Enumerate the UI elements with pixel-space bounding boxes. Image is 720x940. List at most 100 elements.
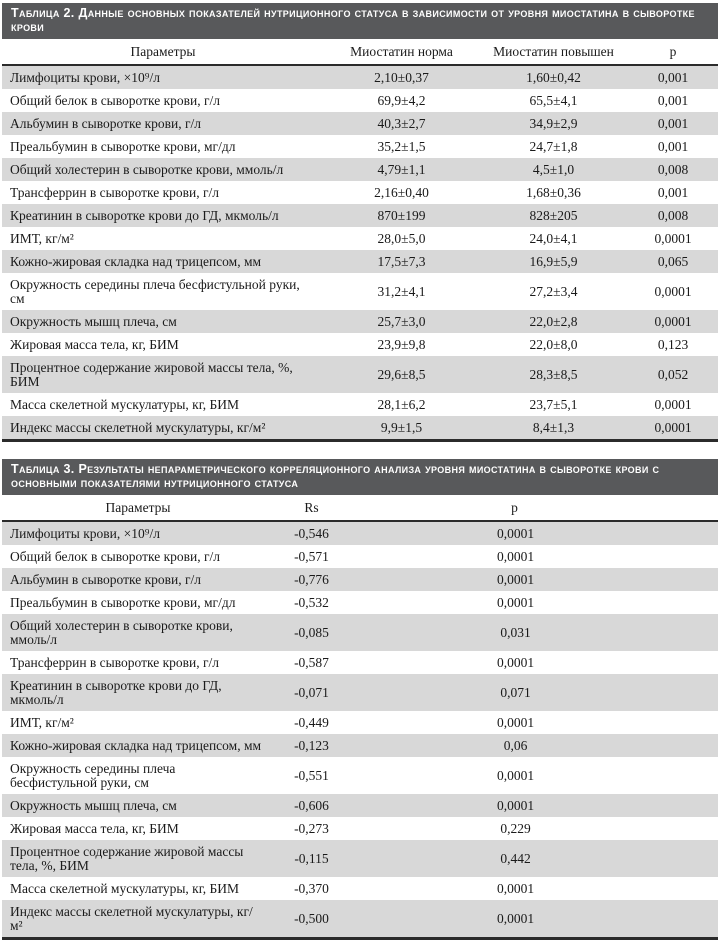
norm-value-cell: 40,3±2,7 xyxy=(377,115,426,131)
table-3: Параметры Rs p Лимфоциты крови, ×10⁹/л -0… xyxy=(2,495,718,940)
table-row: Кожно-жировая складка над трицепсом, мм -… xyxy=(2,734,718,757)
table-header-row: Параметры Миостатин норма Миостатин повы… xyxy=(2,39,718,66)
p-value-cell: 0,008 xyxy=(657,161,689,177)
table-row: Окружность мышц плеча, см 25,7±3,0 22,0±2,… xyxy=(2,310,718,333)
rs-value-cell: -0,571 xyxy=(294,548,329,564)
param-cell: Индекс массы скелетной мускулатуры, кг/м… xyxy=(10,419,266,435)
table-row: ИМТ, кг/м² -0,449 0,0001 xyxy=(2,711,718,734)
table-row: Общий белок в сыворотке крови, г/л -0,571… xyxy=(2,545,718,568)
col-header-parameters: Параметры xyxy=(2,495,274,522)
elevated-value-cell: 22,0±8,0 xyxy=(529,336,578,352)
rs-value-cell: -0,532 xyxy=(294,594,329,610)
table-row: Окружность середины плеча бесфистульной … xyxy=(2,273,718,310)
norm-value-cell: 2,10±0,37 xyxy=(374,69,429,85)
param-cell: Трансферрин в сыворотке крови, г/л xyxy=(10,184,220,200)
p-value-cell: 0,001 xyxy=(657,138,689,154)
param-cell: Окружность мышц плеча, см xyxy=(10,797,177,813)
table-row: Окружность середины плеча бесфистульной … xyxy=(2,757,718,794)
table-row: Процентное содержание жировой массы тела… xyxy=(2,356,718,393)
param-cell: Масса скелетной мускулатуры, кг, БИМ xyxy=(10,880,239,896)
rs-value-cell: -0,551 xyxy=(294,767,329,783)
p-value-cell: 0,0001 xyxy=(496,880,535,896)
elevated-value-cell: 23,7±5,1 xyxy=(529,396,578,412)
param-cell: ИМТ, кг/м² xyxy=(10,230,74,246)
rs-value-cell: -0,606 xyxy=(294,797,329,813)
p-value-cell: 0,065 xyxy=(657,253,689,269)
table-row: ИМТ, кг/м² 28,0±5,0 24,0±4,1 0,0001 xyxy=(2,227,718,250)
param-cell: Окружность мышц плеча, см xyxy=(10,313,177,329)
elevated-value-cell: 28,3±8,5 xyxy=(529,366,578,382)
param-cell: Преальбумин в сыворотке крови, мг/дл xyxy=(10,138,236,154)
table-row: Общий холестерин в сыворотке крови, ммол… xyxy=(2,158,718,181)
norm-value-cell: 28,1±6,2 xyxy=(377,396,426,412)
table-row: Креатинин в сыворотке крови до ГД, мкмол… xyxy=(2,674,718,711)
table-row: Масса скелетной мускулатуры, кг, БИМ -0,3… xyxy=(2,877,718,900)
table-row: Трансферрин в сыворотке крови, г/л -0,587… xyxy=(2,651,718,674)
p-value-cell: 0,001 xyxy=(657,69,689,85)
norm-value-cell: 25,7±3,0 xyxy=(377,313,426,329)
table-row: Лимфоциты крови, ×10⁹/л -0,546 0,0001 xyxy=(2,521,718,545)
p-value-cell: 0,0001 xyxy=(654,396,692,412)
p-value-cell: 0,052 xyxy=(657,366,689,382)
col-header-rs: Rs xyxy=(274,495,349,522)
norm-value-cell: 4,79±1,1 xyxy=(377,161,426,177)
elevated-value-cell: 65,5±4,1 xyxy=(529,92,578,108)
elevated-value-cell: 1,60±0,42 xyxy=(526,69,581,85)
rs-value-cell: -0,123 xyxy=(294,737,329,753)
rs-value-cell: -0,273 xyxy=(294,820,329,836)
norm-value-cell: 31,2±4,1 xyxy=(377,283,426,299)
table-row: Альбумин в сыворотке крови, г/л -0,776 0,0… xyxy=(2,568,718,591)
p-value-cell: 0,001 xyxy=(657,92,689,108)
p-value-cell: 0,0001 xyxy=(496,797,535,813)
table-row: Масса скелетной мускулатуры, кг, БИМ 28,1… xyxy=(2,393,718,416)
param-cell: Кожно-жировая складка над трицепсом, мм xyxy=(10,737,262,753)
norm-value-cell: 29,6±8,5 xyxy=(377,366,426,382)
rs-value-cell: -0,587 xyxy=(294,654,329,670)
table-3-block: Таблица 3. Результаты непараметрического… xyxy=(2,459,718,940)
elevated-value-cell: 828±205 xyxy=(529,207,578,223)
rs-value-cell: -0,449 xyxy=(294,714,329,730)
norm-value-cell: 35,2±1,5 xyxy=(377,138,426,154)
elevated-value-cell: 22,0±2,8 xyxy=(529,313,578,329)
param-cell: Окружность середины плеча бесфистульной … xyxy=(10,760,176,790)
p-value-cell: 0,0001 xyxy=(496,767,535,783)
table-row: Креатинин в сыворотке крови до ГД, мкмол… xyxy=(2,204,718,227)
param-cell: Индекс массы скелетной мускулатуры, кг/м… xyxy=(10,903,253,933)
elevated-value-cell: 27,2±3,4 xyxy=(529,283,578,299)
table-row: Преальбумин в сыворотке крови, мг/дл 35,2… xyxy=(2,135,718,158)
p-value-cell: 0,0001 xyxy=(496,548,535,564)
col-header-myostatin-norm: Миостатин норма xyxy=(324,39,479,66)
table-row: Трансферрин в сыворотке крови, г/л 2,16±0… xyxy=(2,181,718,204)
table-row: Лимфоциты крови, ×10⁹/л 2,10±0,37 1,60±0,4… xyxy=(2,65,718,89)
table-row: Жировая масса тела, кг, БИМ 23,9±9,8 22,0±… xyxy=(2,333,718,356)
param-cell: Трансферрин в сыворотке крови, г/л xyxy=(10,654,220,670)
param-cell: Общий белок в сыворотке крови, г/л xyxy=(10,92,221,108)
param-cell: Общий белок в сыворотке крови, г/л xyxy=(10,548,221,564)
param-cell: Жировая масса тела, кг, БИМ xyxy=(10,820,179,836)
p-value-cell: 0,0001 xyxy=(496,594,535,610)
table-2-title: Таблица 2. Данные основных показателей н… xyxy=(2,3,718,39)
p-value-cell: 0,0001 xyxy=(654,283,692,299)
elevated-value-cell: 34,9±2,9 xyxy=(529,115,578,131)
table-2-block: Таблица 2. Данные основных показателей н… xyxy=(2,3,718,442)
table-row: Окружность мышц плеча, см -0,606 0,0001 xyxy=(2,794,718,817)
elevated-value-cell: 4,5±1,0 xyxy=(532,161,575,177)
table-row: Общий холестерин в сыворотке крови, ммол… xyxy=(2,614,718,651)
rs-value-cell: -0,500 xyxy=(294,910,329,926)
param-cell: Кожно-жировая складка над трицепсом, мм xyxy=(10,253,262,269)
table-3-title: Таблица 3. Результаты непараметрического… xyxy=(2,459,718,495)
norm-value-cell: 870±199 xyxy=(377,207,426,223)
param-cell: Креатинин в сыворотке крови до ГД, мкмол… xyxy=(10,677,222,707)
col-header-p: p xyxy=(349,495,718,522)
col-header-p: p xyxy=(628,39,718,66)
param-cell: Жировая масса тела, кг, БИМ xyxy=(10,336,179,352)
rs-value-cell: -0,546 xyxy=(294,525,329,541)
table-2: Параметры Миостатин норма Миостатин повы… xyxy=(2,39,718,442)
table-row: Кожно-жировая складка над трицепсом, мм 1… xyxy=(2,250,718,273)
p-value-cell: 0,0001 xyxy=(496,571,535,587)
param-cell: Преальбумин в сыворотке крови, мг/дл xyxy=(10,594,236,610)
p-value-cell: 0,442 xyxy=(500,850,531,866)
param-cell: Окружность середины плеча бесфистульной … xyxy=(10,276,300,306)
elevated-value-cell: 16,9±5,9 xyxy=(529,253,578,269)
